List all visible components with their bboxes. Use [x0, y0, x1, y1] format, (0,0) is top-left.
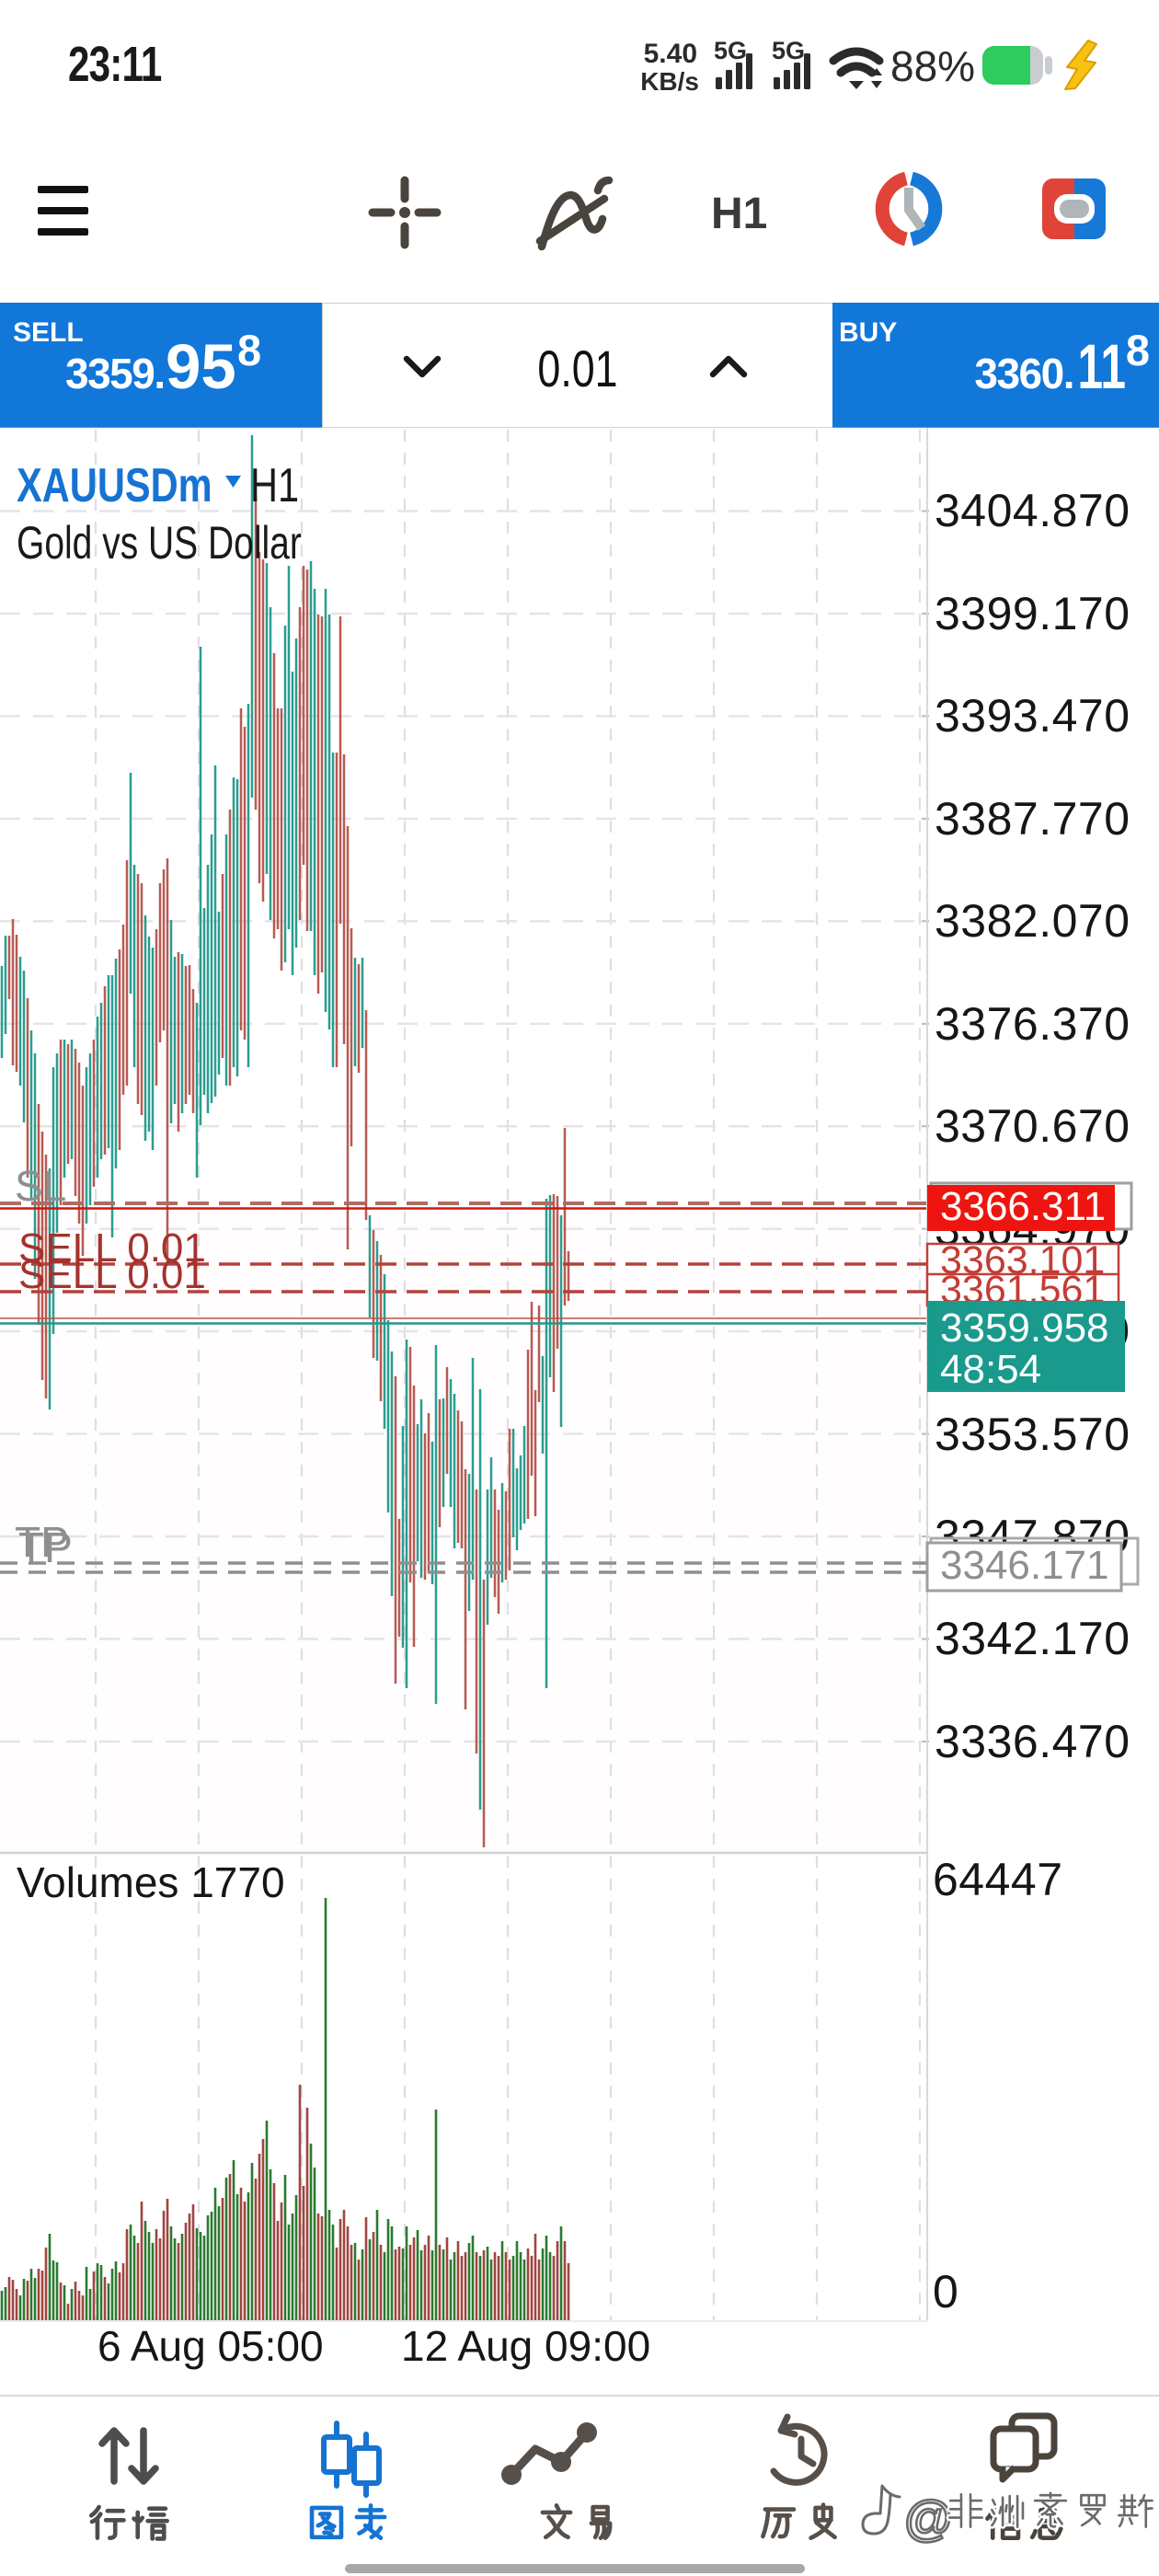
- svg-text:0: 0: [933, 2266, 958, 2317]
- svg-text:KB/s: KB/s: [640, 67, 699, 96]
- svg-text:SL: SL: [15, 1162, 66, 1210]
- svg-text:3359.: 3359.: [65, 350, 165, 397]
- svg-text:3370.670: 3370.670: [935, 1100, 1130, 1152]
- svg-text:SELL: SELL: [13, 317, 84, 348]
- svg-text:0.01: 0.01: [537, 339, 617, 397]
- svg-text:TP: TP: [18, 1524, 73, 1571]
- svg-text:Volumes 1770: Volumes 1770: [17, 1858, 285, 1906]
- svg-text:3387.770: 3387.770: [935, 793, 1130, 845]
- svg-text:95: 95: [166, 331, 236, 402]
- svg-text:5G: 5G: [772, 37, 805, 64]
- svg-text:TP: TP: [15, 1518, 69, 1566]
- svg-text:11: 11: [1077, 331, 1126, 402]
- svg-text:3393.470: 3393.470: [935, 690, 1130, 742]
- svg-text:64447: 64447: [933, 1854, 1063, 1905]
- svg-text:23:11: 23:11: [68, 37, 161, 92]
- svg-text:BUY: BUY: [839, 317, 897, 348]
- svg-text:88%: 88%: [890, 42, 975, 90]
- svg-text:H1: H1: [250, 458, 299, 512]
- svg-text:3360.: 3360.: [974, 350, 1073, 397]
- svg-text:5.40: 5.40: [644, 39, 697, 69]
- svg-text:3359.958: 3359.958: [940, 1305, 1109, 1351]
- svg-text:3382.070: 3382.070: [935, 895, 1130, 947]
- svg-text:8: 8: [237, 326, 261, 374]
- svg-text:48:54: 48:54: [940, 1347, 1041, 1392]
- svg-text:SELL 0.01: SELL 0.01: [18, 1225, 206, 1271]
- svg-text:12 Aug 09:00: 12 Aug 09:00: [401, 2322, 650, 2370]
- svg-text:3404.870: 3404.870: [935, 485, 1130, 536]
- svg-text:3366.311: 3366.311: [940, 1184, 1106, 1229]
- svg-text:8: 8: [1126, 326, 1150, 374]
- svg-text:SELL 0.01: SELL 0.01: [18, 1252, 206, 1297]
- svg-text:6 Aug 05:00: 6 Aug 05:00: [98, 2322, 324, 2370]
- svg-text:H1: H1: [711, 190, 767, 238]
- svg-text:3376.370: 3376.370: [935, 998, 1130, 1050]
- svg-text:3336.470: 3336.470: [935, 1716, 1130, 1767]
- svg-text:5G: 5G: [714, 37, 747, 64]
- svg-text:3399.170: 3399.170: [935, 588, 1130, 639]
- svg-text:3353.570: 3353.570: [935, 1409, 1130, 1460]
- svg-text:XAUUSDm: XAUUSDm: [17, 458, 212, 512]
- svg-text:3346.171: 3346.171: [940, 1543, 1109, 1588]
- svg-text:3342.170: 3342.170: [935, 1613, 1130, 1664]
- svg-text:@: @: [903, 2491, 954, 2547]
- svg-text:Gold vs US Dollar: Gold vs US Dollar: [17, 516, 302, 569]
